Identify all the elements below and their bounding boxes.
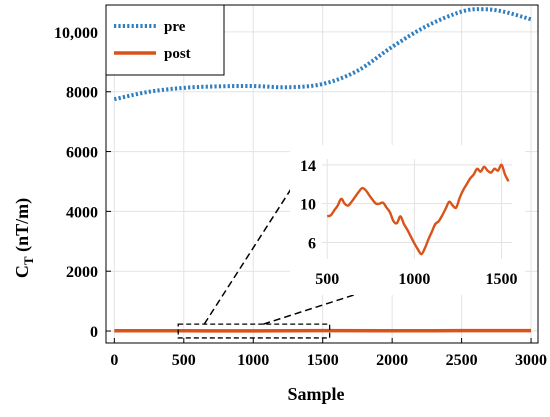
zoom-connector-line xyxy=(263,292,361,325)
y-tick-label: 2000 xyxy=(66,264,98,281)
x-tick-label: 1000 xyxy=(237,352,269,369)
x-tick-label: 0 xyxy=(110,352,118,369)
y-axis-label-main: C xyxy=(12,265,32,278)
zoom-connector-line xyxy=(203,174,301,325)
inset-x-tick-label: 500 xyxy=(315,271,339,288)
legend-label-pre: pre xyxy=(164,19,186,35)
inset-x-tick-label: 1500 xyxy=(486,271,518,288)
y-axis-label: CT (nT/m) xyxy=(12,198,36,278)
inset-series-line xyxy=(326,163,510,256)
y-tick-label: 8000 xyxy=(66,85,98,102)
main-ticks: 0 500 1000 1500 2000 2500 3000 0 2000 4000 6000 800… xyxy=(54,25,547,369)
x-tick-label: 3000 xyxy=(515,352,547,369)
y-tick-label: 10,000 xyxy=(54,25,98,42)
main-series xyxy=(113,7,532,333)
inset-chart: 500 1000 1500 6 10 14 xyxy=(290,145,525,295)
x-tick-label: 2500 xyxy=(446,352,478,369)
inset-x-tick-label: 1000 xyxy=(398,271,430,288)
main-plot-frame xyxy=(105,4,539,344)
x-tick-label: 2000 xyxy=(376,352,408,369)
inset-y-tick-label: 6 xyxy=(308,235,316,252)
x-tick-label: 1500 xyxy=(307,352,339,369)
inset-y-tick-label: 14 xyxy=(300,158,316,175)
x-tick-label: 500 xyxy=(172,352,196,369)
y-tick-label: 0 xyxy=(90,324,98,341)
zoom-box xyxy=(177,323,331,339)
legend-box xyxy=(105,4,225,76)
y-axis-label-subscript: T xyxy=(21,256,36,265)
inset-y-tick-label: 10 xyxy=(300,197,316,214)
y-tick-label: 6000 xyxy=(66,145,98,162)
x-axis-label: Sample xyxy=(287,384,344,404)
zoom-indicator xyxy=(177,174,361,339)
legend-label-post: post xyxy=(164,46,191,62)
y-tick-label: 4000 xyxy=(66,204,98,221)
y-axis-label-unit: (nT/m) xyxy=(12,198,33,257)
legend: pre post xyxy=(105,4,225,76)
